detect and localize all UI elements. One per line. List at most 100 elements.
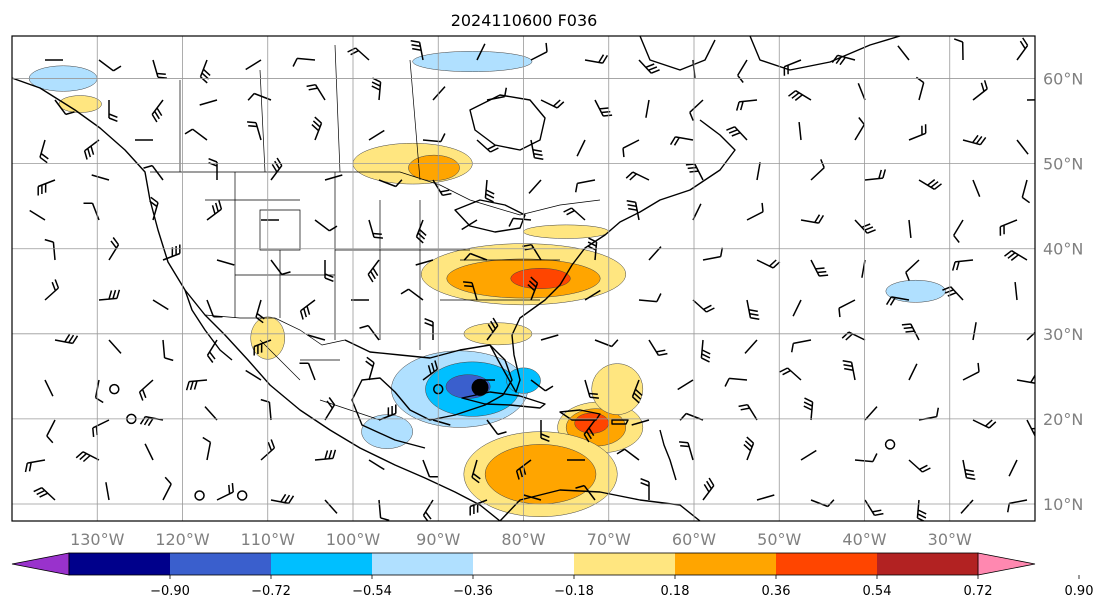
latitude-label: 10°N [1043, 495, 1083, 514]
wind-barb [831, 54, 856, 66]
wind-barb [953, 38, 964, 61]
wind-barb [842, 359, 856, 381]
wind-barb [54, 99, 75, 116]
wind-barb [39, 139, 49, 164]
wind-barb [367, 259, 380, 283]
wind-barb [540, 334, 559, 341]
wind-barb [270, 493, 295, 505]
colorbar-tick-label: −0.18 [554, 584, 594, 599]
wind-barb [908, 363, 918, 381]
wind-barb [306, 83, 326, 101]
baja-california [184, 289, 233, 361]
wind-barb [324, 174, 343, 181]
wind-barb [44, 379, 54, 397]
wind-barb [575, 484, 596, 501]
calm-wind-circle [194, 490, 205, 501]
shaded-region-17 [885, 279, 946, 303]
longitude-label: 100°W [326, 530, 381, 549]
wind-barb [953, 219, 964, 243]
wind-barb [631, 419, 650, 426]
wind-barb [783, 59, 802, 76]
wind-barb [962, 362, 980, 381]
wind-barb [324, 260, 334, 282]
wind-barb [854, 219, 876, 234]
longitude-label: 120°W [155, 530, 210, 549]
cuba [461, 391, 546, 409]
wind-barb [422, 459, 439, 478]
wind-barb [44, 279, 60, 301]
wind-barb [486, 87, 508, 101]
wind-barb [206, 200, 223, 221]
wind-barb [378, 404, 397, 421]
wind-barb [314, 219, 338, 232]
wind-barb [108, 237, 120, 261]
calm-wind-circle [109, 383, 120, 395]
wind-barb [905, 259, 920, 281]
wind-barb [972, 419, 997, 429]
wind-barb [800, 214, 825, 224]
wind-barb [144, 443, 154, 461]
wind-barb [206, 339, 218, 363]
wind-barb [563, 207, 586, 221]
wind-barb [790, 339, 812, 353]
colorbar-segment [473, 553, 575, 575]
wind-barb [779, 367, 802, 381]
east-coast [511, 119, 736, 336]
colorbar-outline [68, 552, 979, 576]
wind-barb [702, 247, 724, 261]
wind-barb [162, 476, 172, 501]
wind-barb [746, 202, 764, 221]
south-america-north [499, 489, 701, 521]
wind-barb [530, 379, 554, 392]
wind-barb [756, 162, 761, 181]
colorbar-tick-label: 0.90 [1065, 584, 1094, 599]
graticule [12, 36, 1035, 521]
wind-barb [486, 419, 507, 436]
longitude-label: 80°W [501, 530, 545, 549]
shaded-region-9 [408, 154, 460, 181]
wind-barb [476, 43, 486, 61]
wind-barb [951, 259, 974, 271]
wind-barb [746, 299, 760, 321]
wind-barb [270, 259, 291, 276]
colorbar-segment [675, 553, 777, 575]
wind-barb [29, 209, 46, 221]
wind-barb [461, 219, 478, 231]
wind-barb [962, 134, 987, 146]
colorbar-segment [271, 553, 373, 575]
longitude-label: 90°W [416, 530, 460, 549]
shaded-region-22 [523, 224, 609, 239]
wind-barb [724, 377, 748, 387]
wind-barb [584, 54, 609, 64]
wind-barb [738, 403, 758, 421]
colorbar-tick-label: −0.72 [251, 584, 291, 599]
florida-peninsula [489, 334, 521, 393]
wind-barb [143, 164, 164, 181]
shaded-region-15 [591, 363, 644, 415]
us-mexico-border [204, 314, 346, 346]
colorbar-tick-label: −0.90 [150, 584, 190, 599]
wind-barb [1016, 139, 1029, 155]
wind-barb [476, 139, 499, 153]
wind-barb [640, 478, 650, 500]
wind-barb [162, 339, 174, 362]
wind-barb [206, 299, 223, 318]
wind-barb [368, 459, 385, 471]
wind-barb [247, 92, 272, 101]
wind-barb [247, 121, 262, 141]
wind-barb [574, 179, 596, 193]
wind-barb [756, 494, 775, 501]
wind-barb [432, 419, 451, 426]
wind-barb [625, 171, 650, 181]
arctic-islands [639, 36, 716, 71]
wind-barb [528, 179, 542, 194]
wind-barb [901, 323, 920, 341]
wind-barb [245, 59, 262, 71]
political-borders [150, 44, 601, 421]
wind-barb [299, 299, 316, 320]
latitude-label: 30°N [1043, 325, 1083, 344]
mexico-states [259, 339, 381, 421]
wind-barb [700, 339, 711, 363]
wind-barb [908, 219, 912, 238]
wind-barb [1026, 419, 1035, 437]
